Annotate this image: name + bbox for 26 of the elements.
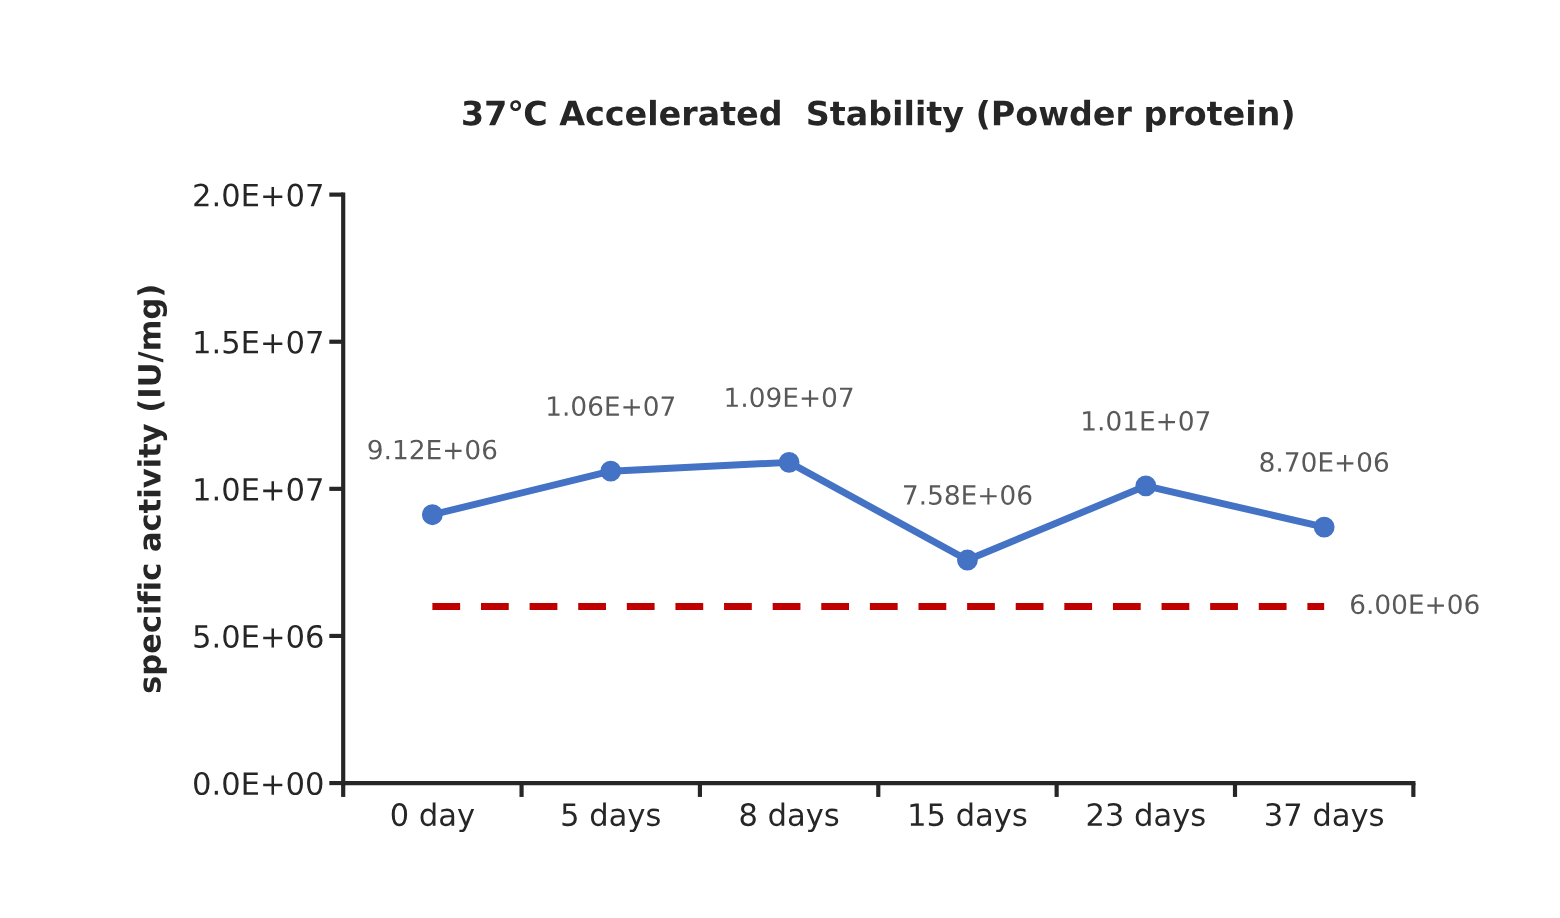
data-label: 9.12E+06 — [368, 439, 497, 460]
data-label: 1.09E+07 — [726, 387, 853, 408]
data-label: 1.06E+07 — [548, 396, 675, 417]
x-tick-label: 23 days — [1087, 802, 1205, 833]
x-tick-label: 15 days — [910, 802, 1027, 833]
point — [957, 549, 978, 571]
y-tick-label: 0.0E+00 — [194, 771, 323, 796]
point — [600, 460, 622, 482]
data-label: 7.58E+06 — [904, 484, 1032, 505]
point — [778, 451, 800, 473]
y-tick-label: 5.0E+06 — [194, 624, 323, 648]
x-tick-label: 8 days — [740, 802, 839, 833]
x-tick-label: 5 days — [562, 802, 660, 833]
y-tick-label: 1.5E+07 — [195, 330, 322, 354]
x-tick-label: 37 days — [1266, 802, 1384, 833]
point — [1135, 475, 1157, 497]
data-label: 8.70E+06 — [1260, 452, 1389, 472]
data-label: 1.01E+07 — [1083, 410, 1210, 431]
x-tick-label: 0 day — [391, 802, 475, 833]
point — [421, 504, 443, 526]
chart-title: 37℃ Accelerated Stability (Powder protein) — [463, 99, 1293, 133]
point — [1313, 516, 1335, 538]
y-tick-label: 1.0E+07 — [195, 477, 322, 501]
y-axis-title: specific activity (IU/mg) — [137, 286, 168, 693]
data-label: 6.00E+06 — [1351, 594, 1479, 615]
y-tick-label: 2.0E+07 — [194, 183, 322, 207]
